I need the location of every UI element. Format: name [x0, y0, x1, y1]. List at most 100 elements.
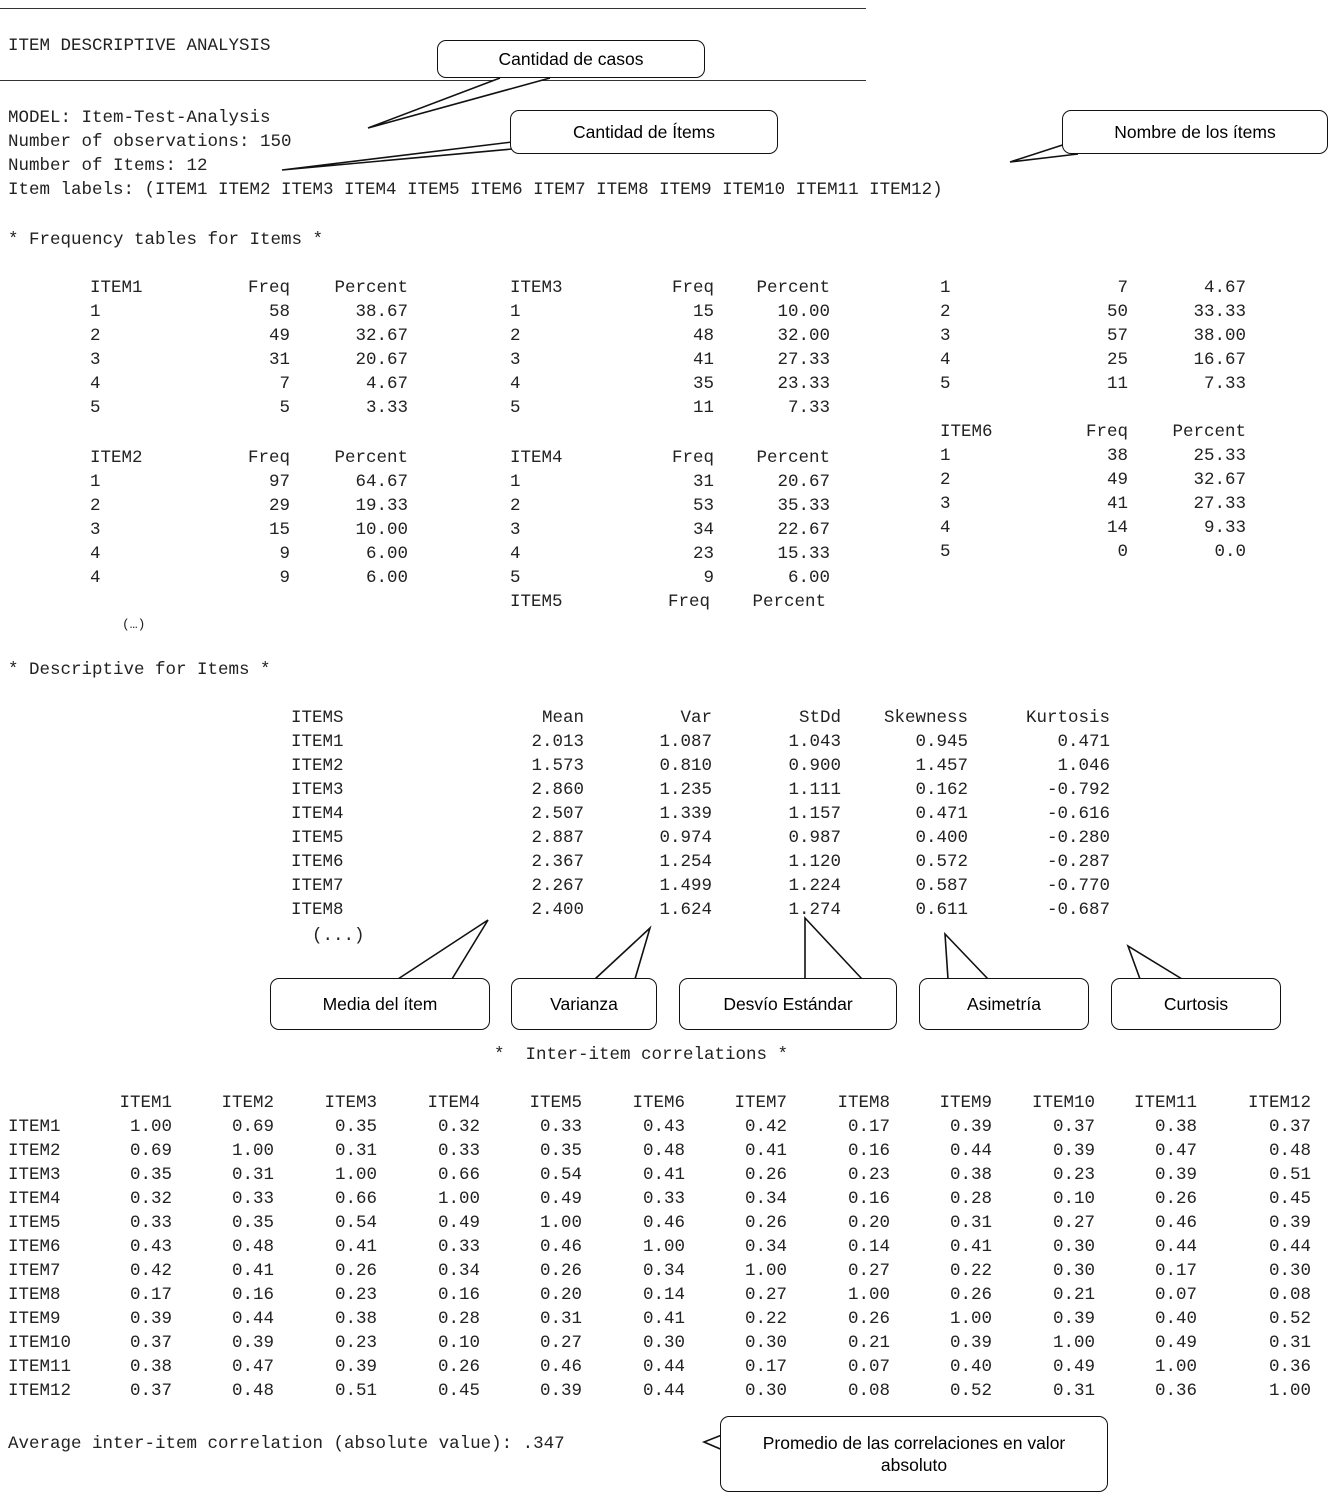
corr-cell: 0.07 — [847, 1357, 890, 1377]
corr-cell: 0.39 — [1268, 1213, 1311, 1233]
corr-cell: 0.33 — [437, 1237, 480, 1257]
corr-cell: 0.52 — [1268, 1309, 1311, 1329]
freq-percent: 15.33 — [777, 544, 830, 564]
freq-category: 5 — [940, 542, 951, 562]
freq-count: 11 — [1106, 374, 1128, 394]
corr-cell: 0.22 — [949, 1261, 992, 1281]
corr-cell: 0.43 — [642, 1117, 685, 1137]
freq-category: 4 — [510, 544, 521, 564]
corr-cell: 0.48 — [1268, 1141, 1311, 1161]
corr-cell: 1.00 — [642, 1237, 685, 1257]
freq-percent: 64.67 — [355, 472, 408, 492]
corr-cell: 0.17 — [129, 1285, 172, 1305]
freq-percent: 16.67 — [1193, 350, 1246, 370]
corr-cell: 0.23 — [334, 1285, 377, 1305]
corr-cell: 0.26 — [949, 1285, 992, 1305]
freq-percent: 0.0 — [1214, 542, 1246, 562]
desc-header-mean: Mean — [541, 708, 584, 728]
freq-count: 53 — [692, 496, 714, 516]
desc-mean: 2.367 — [531, 852, 584, 872]
corr-cell: 0.14 — [847, 1237, 890, 1257]
freq-category: 5 — [940, 374, 951, 394]
desc-skewness: 0.162 — [915, 780, 968, 800]
desc-variance: 1.624 — [659, 900, 712, 920]
corr-cell: 0.40 — [949, 1357, 992, 1377]
freq-percent: 10.00 — [777, 302, 830, 322]
corr-column-header: ITEM6 — [632, 1093, 685, 1113]
callout-mean: Media del ítem — [270, 978, 490, 1030]
corr-cell: 0.33 — [437, 1141, 480, 1161]
corr-cell: 0.41 — [642, 1165, 685, 1185]
desc-item-label: ITEM1 — [291, 732, 344, 752]
corr-cell: 0.16 — [231, 1285, 274, 1305]
desc-item-label: ITEM4 — [291, 804, 344, 824]
freq-percent: 20.67 — [777, 472, 830, 492]
callout-skewness: Asimetría — [919, 978, 1089, 1030]
corr-row-label: ITEM10 — [8, 1333, 72, 1353]
corr-cell: 0.49 — [437, 1213, 480, 1233]
freq-category: 5 — [90, 398, 101, 418]
corr-cell: 0.46 — [539, 1237, 582, 1257]
corr-column-header: ITEM9 — [939, 1093, 992, 1113]
freq-count: 15 — [268, 520, 290, 540]
freq-header-freq: Freq — [247, 278, 290, 298]
corr-column-header: ITEM5 — [529, 1093, 582, 1113]
desc-kurtosis: -0.770 — [1046, 876, 1110, 896]
corr-cell: 0.39 — [949, 1333, 992, 1353]
desc-item-label: ITEM2 — [291, 756, 344, 776]
freq-header-percent: Percent — [1172, 422, 1246, 442]
freq-category: 1 — [510, 302, 521, 322]
corr-cell: 0.54 — [539, 1165, 582, 1185]
freq-header-item: ITEM2 — [90, 448, 143, 468]
corr-cell: 0.16 — [847, 1189, 890, 1209]
freq-percent: 23.33 — [777, 374, 830, 394]
desc-kurtosis: 1.046 — [1057, 756, 1110, 776]
freq-category: 5 — [510, 398, 521, 418]
corr-cell: 0.17 — [744, 1357, 787, 1377]
corr-cell: 0.32 — [129, 1189, 172, 1209]
corr-cell: 0.27 — [744, 1285, 787, 1305]
corr-row-label: ITEM6 — [8, 1237, 61, 1257]
corr-cell: 0.33 — [231, 1189, 274, 1209]
corr-cell: 0.45 — [1268, 1189, 1311, 1209]
corr-cell: 0.26 — [744, 1165, 787, 1185]
corr-cell: 0.41 — [334, 1237, 377, 1257]
corr-cell: 0.31 — [539, 1309, 582, 1329]
corr-cell: 0.44 — [642, 1357, 685, 1377]
corr-cell: 0.66 — [334, 1189, 377, 1209]
desc-variance: 1.087 — [659, 732, 712, 752]
freq-percent: 32.67 — [1193, 470, 1246, 490]
desc-mean: 1.573 — [531, 756, 584, 776]
desc-variance: 0.974 — [659, 828, 712, 848]
freq-category: 4 — [940, 350, 951, 370]
corr-cell: 0.33 — [642, 1189, 685, 1209]
corr-cell: 0.69 — [129, 1141, 172, 1161]
corr-cell: 0.46 — [642, 1213, 685, 1233]
corr-cell: 0.36 — [1154, 1381, 1197, 1401]
corr-cell: 0.26 — [847, 1309, 890, 1329]
corr-cell: 0.07 — [1154, 1285, 1197, 1305]
freq-percent: 6.00 — [787, 568, 830, 588]
desc-item-label: ITEM8 — [291, 900, 344, 920]
desc-kurtosis: -0.792 — [1046, 780, 1110, 800]
corr-cell: 0.26 — [334, 1261, 377, 1281]
desc-std-dev: 0.900 — [788, 756, 841, 776]
desc-skewness: 0.471 — [915, 804, 968, 824]
corr-cell: 0.47 — [1154, 1141, 1197, 1161]
corr-cell: 0.46 — [539, 1357, 582, 1377]
correlation-heading: * Inter-item correlations * — [494, 1045, 789, 1065]
desc-mean: 2.400 — [531, 900, 584, 920]
desc-std-dev: 1.043 — [788, 732, 841, 752]
corr-cell: 0.37 — [1052, 1117, 1095, 1137]
corr-cell: 0.41 — [744, 1141, 787, 1161]
corr-cell: 0.43 — [129, 1237, 172, 1257]
desc-variance: 1.235 — [659, 780, 712, 800]
corr-cell: 0.48 — [231, 1237, 274, 1257]
corr-row-label: ITEM4 — [8, 1189, 61, 1209]
corr-cell: 0.31 — [1268, 1333, 1311, 1353]
corr-cell: 0.31 — [949, 1213, 992, 1233]
corr-column-header: ITEM10 — [1031, 1093, 1095, 1113]
corr-column-header: ITEM1 — [119, 1093, 172, 1113]
corr-cell: 0.28 — [437, 1309, 480, 1329]
desc-std-dev: 1.224 — [788, 876, 841, 896]
